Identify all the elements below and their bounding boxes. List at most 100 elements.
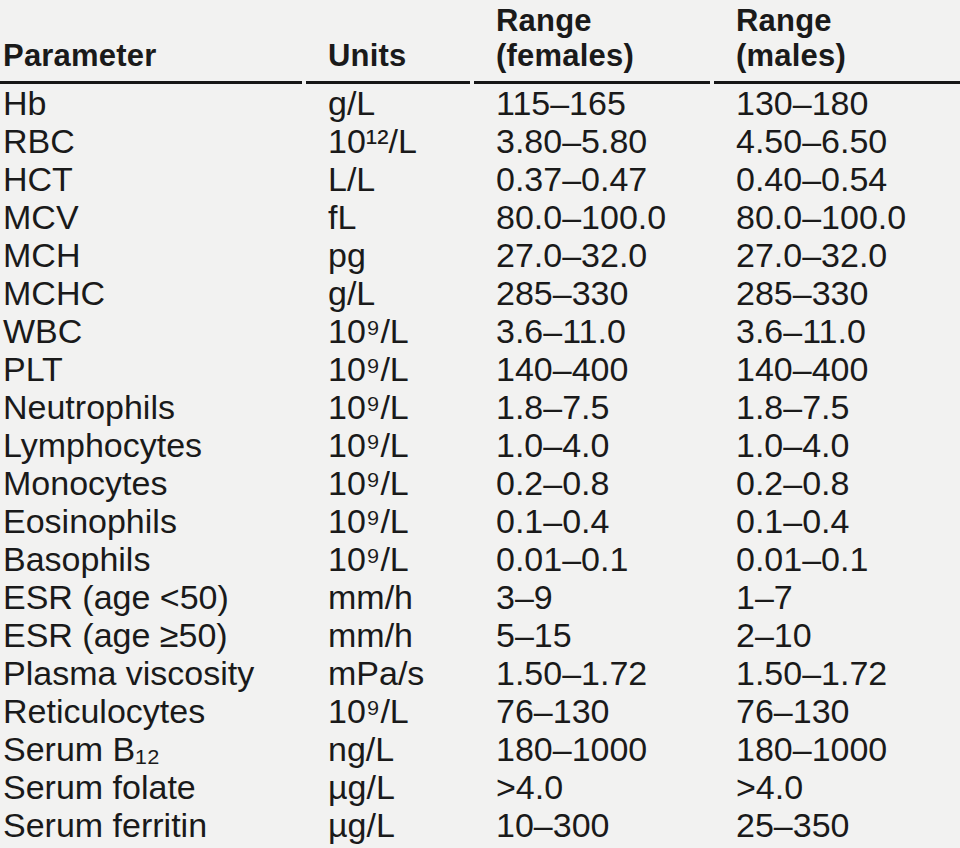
table-row: MCHpg27.0–32.027.0–32.0: [0, 236, 960, 274]
cell-parameter: Basophils: [0, 540, 302, 578]
cell-parameter: ESR (age ≥50): [0, 616, 302, 654]
cell-parameter: Neutrophils: [0, 388, 302, 426]
cell-units: mPa/s: [306, 654, 470, 692]
cell-parameter: HCT: [0, 160, 302, 198]
table-row: Neutrophils10⁹/L1.8–7.51.8–7.5: [0, 388, 960, 426]
cell-parameter: Lymphocytes: [0, 426, 302, 464]
reference-range-table: Parameter Units Range (females) Range (m…: [0, 0, 960, 848]
cell-male: 0.40–0.54: [714, 160, 960, 198]
column-header-range-females: Range (females): [474, 3, 710, 84]
cell-units: 10⁹/L: [306, 540, 470, 578]
cell-units: fL: [306, 198, 470, 236]
table-row: Eosinophils10⁹/L0.1–0.40.1–0.4: [0, 502, 960, 540]
table-row: Serum B₁₂ng/L180–1000180–1000: [0, 730, 960, 768]
cell-female: 0.37–0.47: [474, 160, 710, 198]
table-row: Plasma viscositymPa/s1.50–1.721.50–1.72: [0, 654, 960, 692]
cell-male: 285–330: [714, 274, 960, 312]
cell-female: 3.6–11.0: [474, 312, 710, 350]
table-row: Basophils10⁹/L0.01–0.10.01–0.1: [0, 540, 960, 578]
cell-female: 3–9: [474, 578, 710, 616]
cell-parameter: MCV: [0, 198, 302, 236]
cell-female: 180–1000: [474, 730, 710, 768]
cell-units: pg: [306, 236, 470, 274]
cell-parameter: Eosinophils: [0, 502, 302, 540]
cell-parameter: Serum folate: [0, 768, 302, 806]
table-row: Hbg/L115–165130–180: [0, 84, 960, 122]
cell-male: 2–10: [714, 616, 960, 654]
column-header-units: Units: [306, 38, 470, 84]
cell-female: 285–330: [474, 274, 710, 312]
cell-units: µg/L: [306, 768, 470, 806]
cell-female: 3.80–5.80: [474, 122, 710, 160]
cell-units: µg/L: [306, 806, 470, 844]
cell-units: 10⁹/L: [306, 388, 470, 426]
cell-female: 0.2–0.8: [474, 464, 710, 502]
cell-units: 10⁹/L: [306, 426, 470, 464]
cell-female: 1.0–4.0: [474, 426, 710, 464]
cell-female: 0.01–0.1: [474, 540, 710, 578]
cell-units: 10⁹/L: [306, 350, 470, 388]
cell-male: 0.01–0.1: [714, 540, 960, 578]
table-row: Serum folateµg/L>4.0>4.0: [0, 768, 960, 806]
cell-male: 3.6–11.0: [714, 312, 960, 350]
cell-parameter: Reticulocytes: [0, 692, 302, 730]
cell-units: 10⁹/L: [306, 464, 470, 502]
cell-parameter: Serum ferritin: [0, 806, 302, 844]
cell-parameter: WBC: [0, 312, 302, 350]
cell-male: 0.2–0.8: [714, 464, 960, 502]
cell-female: >4.0: [474, 768, 710, 806]
cell-male: 25–350: [714, 806, 960, 844]
cell-units: ng/L: [306, 730, 470, 768]
cell-male: 1–7: [714, 578, 960, 616]
cell-units: mm/h: [306, 578, 470, 616]
cell-male: 1.0–4.0: [714, 426, 960, 464]
table-row: MCHCg/L285–330285–330: [0, 274, 960, 312]
table-row: MCVfL80.0–100.080.0–100.0: [0, 198, 960, 236]
table-body: Hbg/L115–165130–180RBC10¹²/L3.80–5.804.5…: [0, 84, 960, 844]
cell-parameter: MCH: [0, 236, 302, 274]
cell-female: 76–130: [474, 692, 710, 730]
cell-units: 10¹²/L: [306, 122, 470, 160]
cell-parameter: ESR (age <50): [0, 578, 302, 616]
table-row: Serum ferritinµg/L10–30025–350: [0, 806, 960, 844]
cell-male: >4.0: [714, 768, 960, 806]
cell-units: g/L: [306, 274, 470, 312]
table-header: Parameter Units Range (females) Range (m…: [0, 0, 960, 84]
cell-male: 4.50–6.50: [714, 122, 960, 160]
cell-female: 140–400: [474, 350, 710, 388]
cell-parameter: PLT: [0, 350, 302, 388]
cell-female: 115–165: [474, 84, 710, 122]
cell-female: 5–15: [474, 616, 710, 654]
cell-units: 10⁹/L: [306, 312, 470, 350]
cell-male: 27.0–32.0: [714, 236, 960, 274]
cell-parameter: Serum B₁₂: [0, 730, 302, 768]
cell-units: g/L: [306, 84, 470, 122]
column-header-range-males: Range (males): [714, 3, 960, 84]
table-row: Reticulocytes10⁹/L76–13076–130: [0, 692, 960, 730]
column-header-parameter: Parameter: [0, 38, 302, 84]
cell-female: 0.1–0.4: [474, 502, 710, 540]
cell-male: 80.0–100.0: [714, 198, 960, 236]
cell-units: 10⁹/L: [306, 502, 470, 540]
cell-male: 130–180: [714, 84, 960, 122]
cell-female: 1.8–7.5: [474, 388, 710, 426]
cell-parameter: RBC: [0, 122, 302, 160]
cell-units: L/L: [306, 160, 470, 198]
table-row: ESR (age <50)mm/h3–91–7: [0, 578, 960, 616]
cell-male: 0.1–0.4: [714, 502, 960, 540]
table-row: Lymphocytes10⁹/L1.0–4.01.0–4.0: [0, 426, 960, 464]
cell-male: 1.50–1.72: [714, 654, 960, 692]
cell-units: 10⁹/L: [306, 692, 470, 730]
table-row: ESR (age ≥50)mm/h5–152–10: [0, 616, 960, 654]
cell-female: 27.0–32.0: [474, 236, 710, 274]
table-row: RBC10¹²/L3.80–5.804.50–6.50: [0, 122, 960, 160]
table-row: PLT10⁹/L140–400140–400: [0, 350, 960, 388]
cell-male: 140–400: [714, 350, 960, 388]
cell-male: 1.8–7.5: [714, 388, 960, 426]
cell-male: 180–1000: [714, 730, 960, 768]
table-row: WBC10⁹/L3.6–11.03.6–11.0: [0, 312, 960, 350]
cell-units: mm/h: [306, 616, 470, 654]
cell-male: 76–130: [714, 692, 960, 730]
cell-female: 1.50–1.72: [474, 654, 710, 692]
table-row: HCTL/L0.37–0.470.40–0.54: [0, 160, 960, 198]
